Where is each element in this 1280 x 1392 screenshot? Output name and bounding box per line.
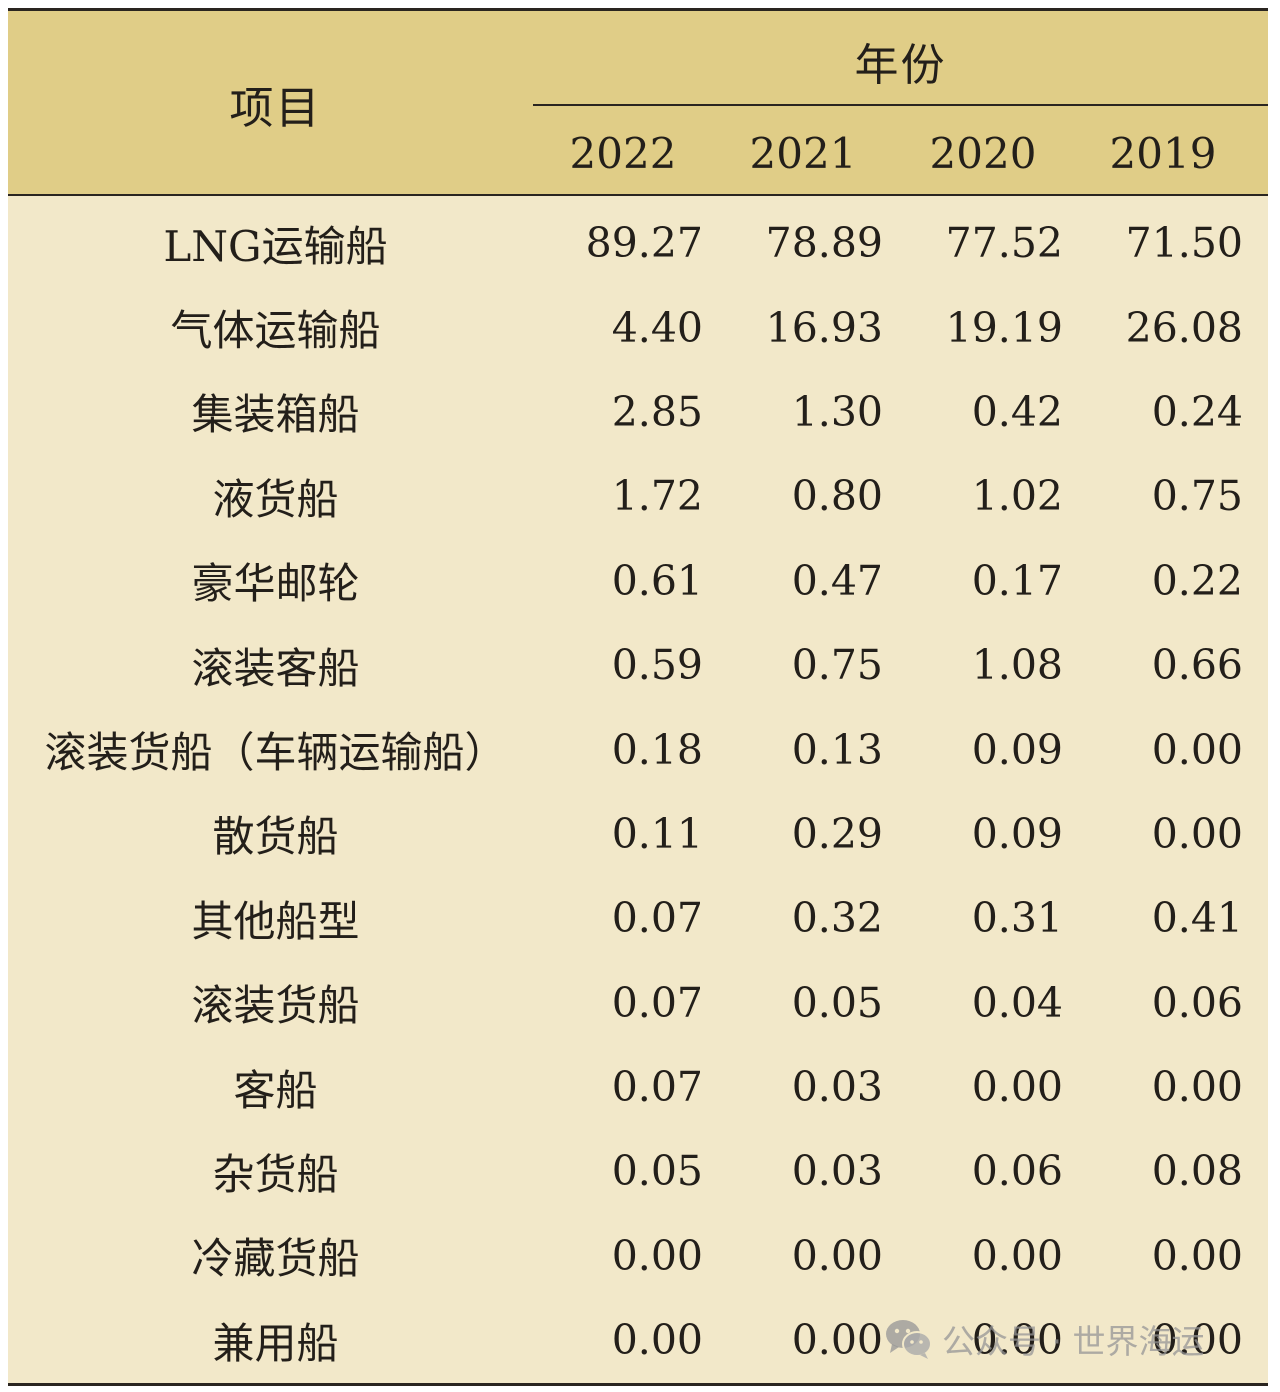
table-body: LNG运输船 89.27 78.89 77.52 71.50 气体运输船 4.40 16.93… — [8, 201, 1268, 1382]
table-row: 液货船 1.72 0.80 1.02 0.75 — [8, 454, 1268, 538]
row-label: 杂货船 — [212, 1149, 339, 1199]
header-item-label: 项目 — [229, 82, 322, 134]
table-row: 散货船 0.11 0.29 0.09 0.00 — [8, 792, 1268, 876]
value-cell: 4.40 — [611, 303, 703, 352]
header-year: 2020 — [929, 128, 1037, 178]
value-cell: 89.27 — [585, 219, 703, 268]
row-label: 滚装货船 — [191, 981, 360, 1031]
value-cell: 0.42 — [971, 387, 1063, 436]
row-label: 气体运输船 — [170, 306, 381, 356]
row-label: 其他船型 — [191, 896, 360, 946]
value-cell: 0.24 — [1151, 387, 1243, 436]
value-cell: 0.06 — [971, 1147, 1063, 1196]
value-cell: 0.59 — [611, 641, 703, 690]
value-cell: 0.00 — [971, 1316, 1063, 1365]
table-header: 项目 年份 2022 2021 2020 2019 — [8, 11, 1268, 196]
value-cell: 0.09 — [971, 725, 1063, 774]
value-cell: 0.07 — [611, 894, 703, 943]
value-cell: 0.05 — [791, 978, 883, 1027]
value-cell: 78.89 — [765, 219, 883, 268]
value-cell: 0.18 — [611, 725, 703, 774]
value-cell: 0.07 — [611, 978, 703, 1027]
value-cell: 0.08 — [1151, 1147, 1243, 1196]
value-cell: 0.47 — [791, 556, 883, 605]
value-cell: 0.00 — [1151, 1316, 1243, 1365]
value-cell: 0.22 — [1151, 556, 1243, 605]
value-cell: 0.00 — [1151, 1063, 1243, 1112]
value-cell: 19.19 — [945, 303, 1063, 352]
value-cell: 1.08 — [971, 641, 1063, 690]
table-row: LNG运输船 89.27 78.89 77.52 71.50 — [8, 201, 1268, 285]
row-label: LNG运输船 — [163, 221, 388, 271]
value-cell: 0.75 — [1151, 472, 1243, 521]
row-label: 滚装客船 — [191, 643, 360, 693]
header-divider — [533, 104, 1268, 106]
value-cell: 0.06 — [1151, 978, 1243, 1027]
value-cell: 2.85 — [611, 387, 703, 436]
table-row: 气体运输船 4.40 16.93 19.19 26.08 — [8, 285, 1268, 369]
value-cell: 0.00 — [1151, 1231, 1243, 1280]
value-cell: 0.11 — [611, 809, 703, 858]
table-row: 兼用船 0.00 0.00 0.00 0.00 — [8, 1298, 1268, 1382]
value-cell: 0.00 — [971, 1231, 1063, 1280]
value-cell: 0.31 — [971, 894, 1063, 943]
value-cell: 0.05 — [611, 1147, 703, 1196]
value-cell: 1.02 — [971, 472, 1063, 521]
value-cell: 0.03 — [791, 1147, 883, 1196]
table-row: 杂货船 0.05 0.03 0.06 0.08 — [8, 1129, 1268, 1213]
value-cell: 77.52 — [945, 219, 1063, 268]
value-cell: 0.29 — [791, 809, 883, 858]
data-table: 项目 年份 2022 2021 2020 2019 LNG运输船 89.27 78.… — [8, 8, 1268, 1386]
header-year: 2022 — [569, 128, 677, 178]
row-label: 液货船 — [212, 474, 339, 524]
value-cell: 0.61 — [611, 556, 703, 605]
table-row: 客船 0.07 0.03 0.00 0.00 — [8, 1045, 1268, 1129]
header-year: 2021 — [749, 128, 857, 178]
value-cell: 0.00 — [791, 1316, 883, 1365]
value-cell: 0.66 — [1151, 641, 1243, 690]
value-cell: 0.00 — [611, 1231, 703, 1280]
header-year: 2019 — [1109, 128, 1217, 178]
header-years: 2022 2021 2020 2019 — [533, 115, 1268, 191]
value-cell: 0.00 — [791, 1231, 883, 1280]
value-cell: 0.00 — [1151, 725, 1243, 774]
row-label: 冷藏货船 — [191, 1234, 360, 1284]
header-year-group-label: 年份 — [854, 40, 947, 91]
value-cell: 0.04 — [971, 978, 1063, 1027]
value-cell: 0.00 — [1151, 809, 1243, 858]
table-row: 滚装货船 0.07 0.05 0.04 0.06 — [8, 961, 1268, 1045]
table-row: 冷藏货船 0.00 0.00 0.00 0.00 — [8, 1214, 1268, 1298]
value-cell: 0.00 — [611, 1316, 703, 1365]
value-cell: 71.50 — [1125, 219, 1243, 268]
value-cell: 0.17 — [971, 556, 1063, 605]
row-label: 散货船 — [212, 812, 339, 862]
value-cell: 0.75 — [791, 641, 883, 690]
value-cell: 0.80 — [791, 472, 883, 521]
value-cell: 0.07 — [611, 1063, 703, 1112]
table-row: 滚装货船（车辆运输船） 0.18 0.13 0.09 0.00 — [8, 707, 1268, 791]
row-label: 集装箱船 — [191, 390, 360, 440]
row-label: 豪华邮轮 — [191, 559, 360, 609]
table-row: 其他船型 0.07 0.32 0.31 0.41 — [8, 876, 1268, 960]
value-cell: 1.30 — [791, 387, 883, 436]
value-cell: 0.41 — [1151, 894, 1243, 943]
row-label: 客船 — [233, 1065, 318, 1115]
value-cell: 0.13 — [791, 725, 883, 774]
row-label: 滚装货船（车辆运输船） — [44, 728, 507, 778]
value-cell: 0.32 — [791, 894, 883, 943]
value-cell: 1.72 — [611, 472, 703, 521]
value-cell: 0.00 — [971, 1063, 1063, 1112]
value-cell: 26.08 — [1125, 303, 1243, 352]
value-cell: 0.03 — [791, 1063, 883, 1112]
row-label: 兼用船 — [212, 1318, 339, 1368]
table-row: 集装箱船 2.85 1.30 0.42 0.24 — [8, 370, 1268, 454]
table-row: 豪华邮轮 0.61 0.47 0.17 0.22 — [8, 539, 1268, 623]
table-row: 滚装客船 0.59 0.75 1.08 0.66 — [8, 623, 1268, 707]
value-cell: 0.09 — [971, 809, 1063, 858]
value-cell: 16.93 — [765, 303, 883, 352]
